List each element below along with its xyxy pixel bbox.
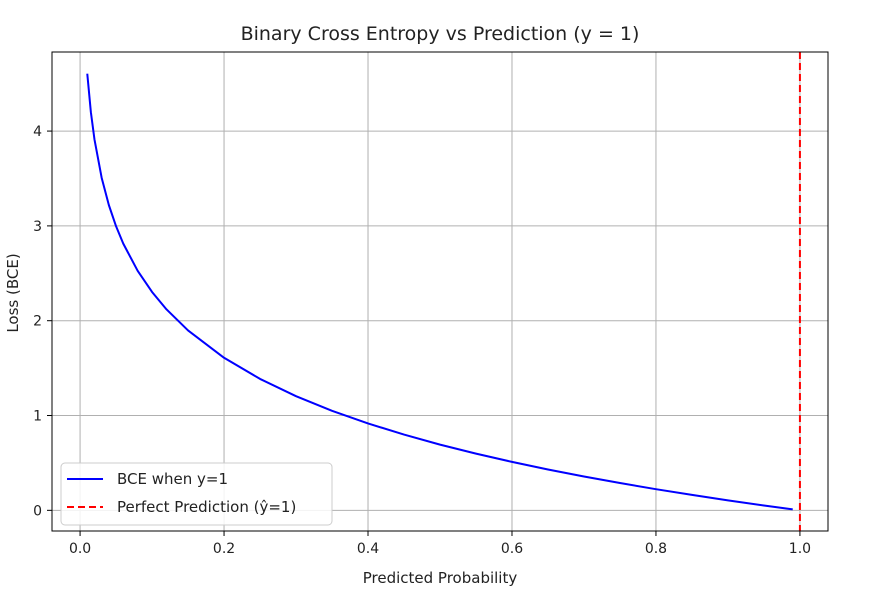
- legend-box: [60, 462, 333, 526]
- x-tick-label: 0.4: [357, 541, 379, 557]
- x-tick-label: 0.8: [645, 541, 667, 557]
- chart-title: Binary Cross Entropy vs Prediction (y = …: [241, 23, 640, 45]
- legend-label-perfect-prediction: Perfect Prediction (ŷ=1): [117, 498, 296, 516]
- x-axis: 0.0 0.2 0.4 0.6 0.8 1.0: [69, 531, 811, 557]
- plot-area: [86, 52, 801, 531]
- x-tick-label: 1.0: [789, 541, 811, 557]
- axes-frame: [51, 51, 829, 532]
- x-axis-label: Predicted Probability: [363, 569, 518, 587]
- grid: [52, 52, 828, 531]
- y-tick-label: 4: [33, 124, 42, 140]
- legend-label-bce: BCE when y=1: [117, 470, 228, 488]
- x-tick-label: 0.2: [213, 541, 235, 557]
- legend: BCE when y=1 Perfect Prediction (ŷ=1): [60, 462, 333, 526]
- series-line-bce: [86, 73, 793, 511]
- y-axis-label: Loss (BCE): [4, 253, 22, 332]
- y-tick-label: 3: [33, 219, 42, 235]
- y-axis: 0 1 2 3 4: [33, 124, 52, 519]
- y-tick-label: 2: [33, 314, 42, 330]
- x-tick-label: 0.6: [501, 541, 523, 557]
- y-tick-label: 0: [33, 503, 42, 519]
- y-tick-label: 1: [33, 409, 42, 425]
- x-tick-label: 0.0: [69, 541, 91, 557]
